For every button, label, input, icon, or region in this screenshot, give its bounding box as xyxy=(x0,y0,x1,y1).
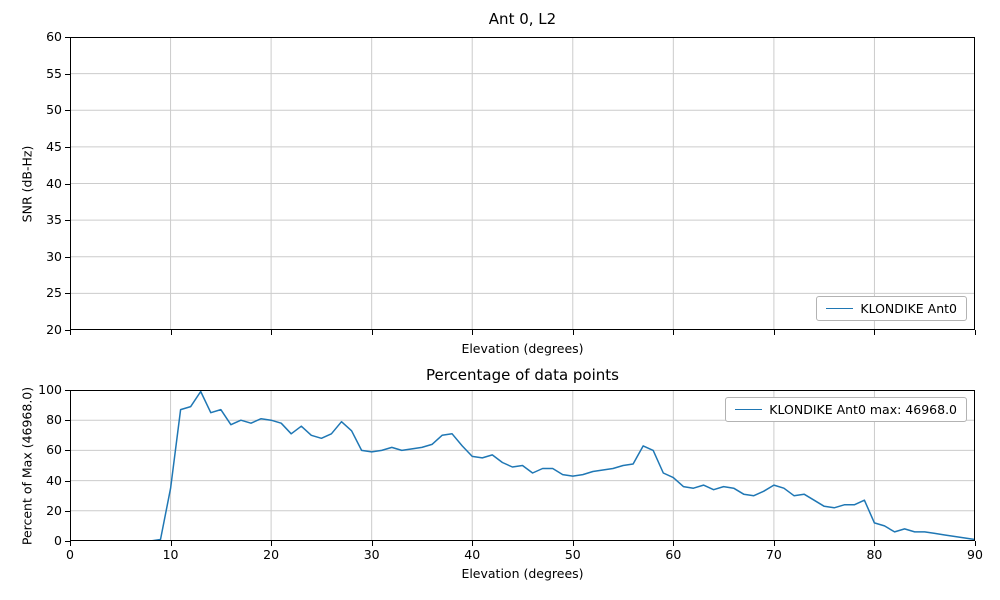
x-tick-mark xyxy=(170,330,172,335)
x-tick-mark xyxy=(773,330,775,335)
y-tick-mark xyxy=(65,256,70,258)
x-tick-mark xyxy=(572,541,574,546)
x-tick-label: 40 xyxy=(464,547,481,562)
legend-label: KLONDIKE Ant0 xyxy=(860,301,957,316)
percentage-y-axis-label: Percent of Max (46968.0) xyxy=(19,386,35,546)
y-tick-mark xyxy=(65,220,70,222)
y-tick-label: 40 xyxy=(46,472,62,488)
x-tick-label: 30 xyxy=(363,547,380,562)
legend-line-sample xyxy=(826,308,854,309)
y-tick-label: 60 xyxy=(46,29,62,44)
y-tick-mark xyxy=(65,541,70,542)
percentage-plot-area xyxy=(70,390,975,541)
y-tick-mark xyxy=(65,420,70,422)
y-tick-mark xyxy=(65,510,70,512)
y-tick-label: 55 xyxy=(46,65,62,81)
percentage-x-axis-label: Elevation (degrees) xyxy=(461,566,584,581)
y-tick-label: 30 xyxy=(46,248,62,264)
percentage-chart-title: Percentage of data points xyxy=(425,366,619,384)
y-tick-label: 100 xyxy=(38,382,62,397)
percentage-legend: KLONDIKE Ant0 max: 46968.0 xyxy=(725,397,967,422)
x-tick-mark xyxy=(673,330,675,335)
y-tick-mark xyxy=(65,146,70,148)
x-tick-mark xyxy=(472,541,474,546)
x-tick-mark xyxy=(572,330,574,335)
x-tick-label: 70 xyxy=(765,547,782,562)
x-tick-label: 60 xyxy=(665,547,682,562)
x-tick-label: 80 xyxy=(866,547,883,562)
y-tick-label: 40 xyxy=(46,175,62,191)
snr-x-axis-label: Elevation (degrees) xyxy=(461,341,584,356)
plot-border xyxy=(70,390,975,541)
x-tick-mark xyxy=(472,330,474,335)
y-tick-label: 50 xyxy=(46,102,62,118)
y-tick-mark xyxy=(65,37,70,38)
x-tick-mark xyxy=(371,541,373,546)
x-tick-mark xyxy=(271,541,273,546)
x-tick-mark xyxy=(170,541,172,546)
snr-legend: KLONDIKE Ant0 xyxy=(816,296,967,321)
snr-chart-title: Ant 0, L2 xyxy=(488,10,557,28)
legend-label: KLONDIKE Ant0 max: 46968.0 xyxy=(769,402,957,417)
snr-plot-area xyxy=(70,37,975,330)
x-tick-mark xyxy=(975,330,976,335)
x-tick-label: 0 xyxy=(66,547,74,562)
y-tick-label: 45 xyxy=(46,138,62,154)
y-tick-label: 80 xyxy=(46,412,62,428)
y-tick-mark xyxy=(65,390,70,391)
x-tick-label: 90 xyxy=(967,547,983,562)
series-line xyxy=(70,390,975,541)
x-tick-mark xyxy=(874,330,876,335)
x-tick-mark xyxy=(673,541,675,546)
x-tick-mark xyxy=(371,330,373,335)
y-tick-label: 25 xyxy=(46,285,62,301)
y-tick-label: 60 xyxy=(46,442,62,458)
y-tick-label: 0 xyxy=(54,533,62,548)
x-tick-label: 20 xyxy=(263,547,280,562)
y-tick-mark xyxy=(65,480,70,482)
y-tick-mark xyxy=(65,183,70,185)
y-tick-mark xyxy=(65,330,70,331)
x-tick-mark xyxy=(975,541,976,546)
x-tick-mark xyxy=(773,541,775,546)
y-tick-mark xyxy=(65,293,70,295)
y-tick-mark xyxy=(65,110,70,112)
x-tick-mark xyxy=(70,330,71,335)
y-tick-label: 20 xyxy=(46,322,62,337)
x-tick-label: 10 xyxy=(162,547,179,562)
x-tick-mark xyxy=(70,541,71,546)
y-tick-label: 20 xyxy=(46,502,62,518)
legend-line-sample xyxy=(735,409,763,410)
x-tick-mark xyxy=(271,330,273,335)
x-tick-mark xyxy=(874,541,876,546)
plot-border xyxy=(70,37,975,330)
x-tick-label: 50 xyxy=(564,547,581,562)
y-tick-mark xyxy=(65,73,70,75)
y-tick-mark xyxy=(65,450,70,452)
y-tick-label: 35 xyxy=(46,212,62,228)
